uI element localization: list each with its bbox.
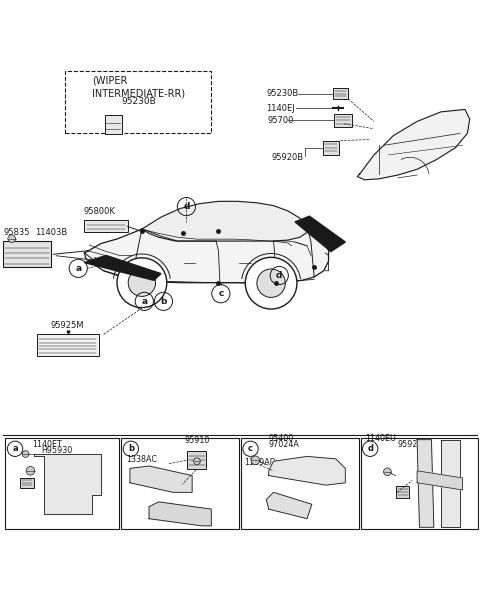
Bar [334, 114, 351, 127]
Text: 11403B: 11403B [35, 228, 67, 237]
Text: 1129AD: 1129AD [244, 458, 276, 467]
Circle shape [26, 466, 35, 475]
Bar [396, 487, 409, 498]
Text: 95920B: 95920B [271, 153, 303, 162]
Circle shape [251, 456, 260, 464]
Text: 95400: 95400 [269, 434, 294, 443]
Text: c: c [248, 444, 253, 453]
Bar [84, 220, 128, 232]
Bar [360, 438, 479, 529]
Circle shape [193, 458, 200, 464]
Polygon shape [441, 439, 460, 527]
Polygon shape [295, 216, 345, 251]
Bar [5, 438, 120, 529]
Bar [36, 334, 99, 356]
Polygon shape [34, 454, 101, 514]
Bar [3, 241, 51, 267]
Text: b: b [160, 297, 167, 306]
Text: d: d [276, 271, 282, 280]
Text: 95230B: 95230B [121, 97, 156, 106]
Circle shape [245, 257, 297, 309]
Text: (WIPER
INTERMEDIATE-RR): (WIPER INTERMEDIATE-RR) [92, 76, 185, 99]
Text: a: a [75, 264, 81, 273]
Bar [323, 140, 338, 155]
Polygon shape [84, 213, 328, 283]
Bar [187, 451, 206, 469]
Polygon shape [269, 457, 345, 485]
Text: c: c [218, 289, 224, 298]
Text: 95230B: 95230B [266, 89, 299, 98]
Text: a: a [12, 444, 18, 453]
Text: b: b [128, 444, 134, 453]
Polygon shape [142, 201, 307, 241]
Bar [105, 115, 122, 134]
Polygon shape [417, 439, 434, 527]
Polygon shape [266, 493, 312, 519]
Polygon shape [130, 466, 192, 493]
Text: 1140ET: 1140ET [32, 440, 61, 450]
Text: H95930: H95930 [41, 447, 72, 456]
Text: a: a [141, 297, 147, 306]
Polygon shape [417, 471, 463, 490]
Text: 95920B: 95920B [398, 440, 429, 450]
Circle shape [8, 235, 15, 242]
Text: 95700: 95700 [268, 116, 294, 125]
Text: 1140EU: 1140EU [365, 434, 396, 443]
Text: 97024A: 97024A [269, 440, 300, 450]
Bar [333, 88, 348, 99]
Circle shape [384, 468, 391, 476]
Text: 95925M: 95925M [51, 321, 84, 330]
Text: 1338AC: 1338AC [126, 455, 157, 464]
Bar [121, 438, 239, 529]
Text: 95835: 95835 [3, 228, 30, 237]
Text: d: d [183, 202, 190, 211]
Circle shape [117, 258, 167, 307]
Polygon shape [149, 502, 211, 526]
Circle shape [257, 269, 285, 297]
Circle shape [128, 269, 156, 296]
Text: d: d [367, 444, 373, 453]
Polygon shape [84, 256, 161, 281]
Text: 95800K: 95800K [83, 207, 115, 216]
Text: 95910: 95910 [185, 436, 210, 445]
Text: 1140EJ: 1140EJ [266, 103, 295, 112]
Bar [65, 71, 211, 133]
Bar [20, 478, 34, 488]
Bar [241, 438, 359, 529]
Circle shape [22, 451, 29, 457]
Polygon shape [357, 109, 470, 180]
